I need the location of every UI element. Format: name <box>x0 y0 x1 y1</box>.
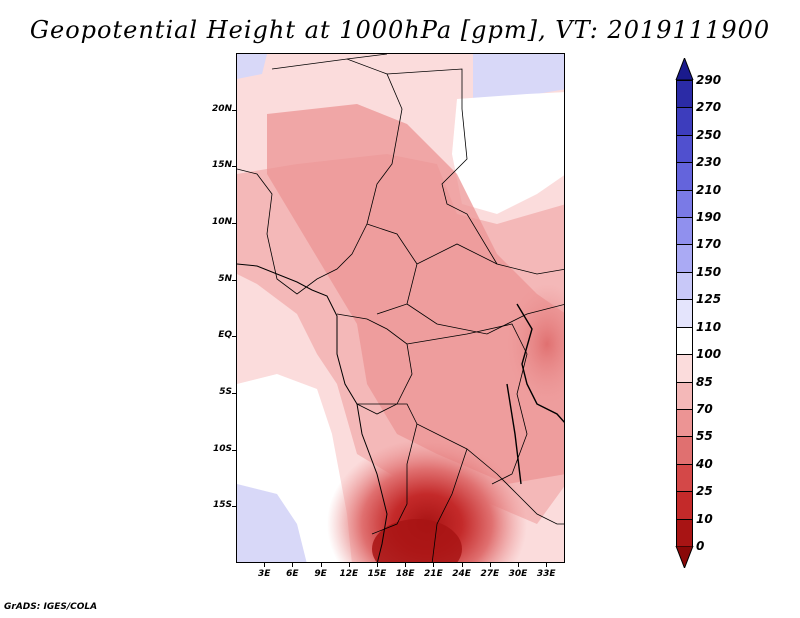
lon-tick <box>489 563 491 567</box>
lat-tick-label: 5S <box>219 387 232 397</box>
colorbar-label: 110 <box>696 319 722 334</box>
colorbar-bin <box>676 326 693 355</box>
colorbar-bin <box>676 463 693 492</box>
colorbar-bin <box>676 162 693 190</box>
lon-tick-label: 3E <box>257 569 271 579</box>
colorbar-bin <box>676 436 693 464</box>
lon-tick-label: 18E <box>395 569 415 579</box>
lon-tick <box>377 563 378 567</box>
colorbar-bin <box>676 244 693 272</box>
colorbar-bin <box>676 299 693 327</box>
lat-tick <box>232 279 236 281</box>
lon-tick-label: 6E <box>286 569 299 579</box>
field-blue-southwest <box>237 484 307 562</box>
lat-tick-label: 10S <box>212 443 232 454</box>
colorbar-top-cap <box>675 58 694 80</box>
lon-tick-label: 15E <box>367 569 387 579</box>
colorbar-bottom-cap <box>675 546 694 568</box>
field-low-center <box>372 519 462 562</box>
field-blue-northwest <box>237 54 267 79</box>
great-lakes <box>506 303 564 485</box>
field-east-anomaly <box>507 284 564 404</box>
colorbar-bin <box>676 518 693 546</box>
colorbar-label: 125 <box>696 292 722 307</box>
field-southern-low <box>327 439 527 562</box>
colorbar-label: 85 <box>696 374 713 389</box>
lon-tick <box>264 563 266 567</box>
lon-tick-label: 9E <box>314 569 327 579</box>
field-white-northeast <box>452 92 564 214</box>
lat-tick-label: 5N <box>218 273 232 284</box>
border-congo-basin <box>336 313 528 485</box>
colorbar-bin <box>676 134 693 163</box>
lat-tick <box>232 166 236 168</box>
colorbar-label: 230 <box>696 155 722 170</box>
lat-tick <box>232 449 236 451</box>
border-west-africa <box>237 58 403 295</box>
colorbar-bin <box>676 107 693 135</box>
lat-tick-label: 15N <box>211 160 232 171</box>
lon-tick-label: 24E <box>452 569 471 579</box>
lon-tick <box>461 563 463 567</box>
colorbar-label: 0 <box>696 539 705 553</box>
lon-tick <box>546 563 548 567</box>
lon-tick-label: 33E <box>536 569 556 579</box>
lat-tick-label: 15S <box>212 500 232 511</box>
lat-tick-label: 20N <box>211 103 232 114</box>
colorbar-label: 170 <box>696 237 722 252</box>
lat-tick <box>232 223 236 224</box>
lat-tick-label: EQ <box>218 330 232 341</box>
colorbar-bin <box>676 408 693 437</box>
colorbar-label: 190 <box>696 210 722 225</box>
colorbar-bin <box>676 80 693 108</box>
colorbar-bin <box>676 491 693 519</box>
coastline-west <box>237 263 388 562</box>
lon-tick-label: 27E <box>480 569 500 579</box>
colorbar-label: 100 <box>696 347 722 362</box>
lat-tick <box>232 393 236 394</box>
lon-tick <box>292 563 294 567</box>
border-sahel <box>346 54 564 275</box>
colorbar: 290 270 250 230 210 190 170 150 125 110 100 85 70 55 4… <box>672 58 792 568</box>
colorbar-bin <box>676 189 693 218</box>
colorbar-label: 25 <box>696 484 713 499</box>
lon-tick <box>518 563 519 567</box>
colorbar-label: 210 <box>696 182 722 197</box>
lat-tick <box>232 336 236 338</box>
lat-tick-label: 10N <box>211 217 232 227</box>
colorbar-label: 270 <box>696 100 722 115</box>
lat-tick <box>232 506 236 508</box>
geopotential-map <box>237 54 564 562</box>
lon-tick <box>405 563 407 567</box>
lon-tick <box>433 563 435 567</box>
colorbar-label: 70 <box>696 401 713 416</box>
map-title: Geopotential Height at 1000hPa [gpm], VT… <box>29 16 771 44</box>
field-blue-northeast <box>473 54 564 109</box>
colorbar-bin <box>676 271 693 300</box>
lat-tick <box>232 109 236 111</box>
lon-tick-label: 12E <box>339 569 359 579</box>
colorbar-label: 10 <box>696 511 713 526</box>
border-central-africa <box>366 223 564 335</box>
lon-tick-label: 30E <box>508 569 528 579</box>
colorbar-label: 150 <box>696 264 722 279</box>
grads-credit: GrADS: IGES/COLA <box>4 602 98 612</box>
lon-tick <box>320 563 322 567</box>
colorbar-bin <box>676 354 693 382</box>
colorbar-label: 40 <box>696 456 713 471</box>
colorbar-bin <box>676 217 693 245</box>
lon-tick-label: 21E <box>424 569 443 579</box>
lon-tick <box>348 563 350 567</box>
border-southern-africa <box>357 403 564 562</box>
colorbar-label: 290 <box>696 73 722 87</box>
map-panel <box>236 53 565 563</box>
colorbar-bin <box>676 381 693 409</box>
colorbar-label: 55 <box>696 429 713 444</box>
colorbar-label: 250 <box>696 127 722 142</box>
field-land-mid <box>267 104 564 484</box>
